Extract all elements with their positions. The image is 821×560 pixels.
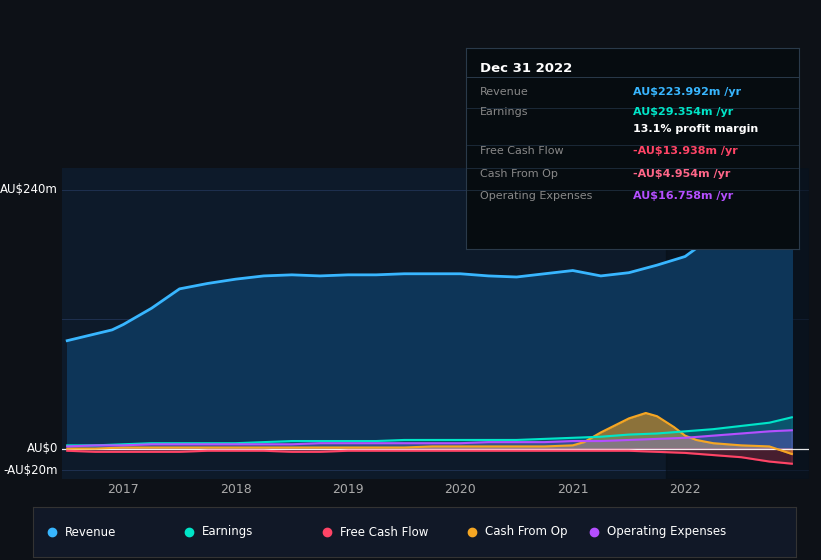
Text: 13.1% profit margin: 13.1% profit margin xyxy=(632,124,758,134)
Text: AU$223.992m /yr: AU$223.992m /yr xyxy=(632,87,741,97)
Text: Earnings: Earnings xyxy=(202,525,254,539)
Text: Revenue: Revenue xyxy=(65,525,117,539)
Text: Cash From Op: Cash From Op xyxy=(479,169,557,179)
Text: Free Cash Flow: Free Cash Flow xyxy=(340,525,429,539)
Text: AU$29.354m /yr: AU$29.354m /yr xyxy=(632,107,733,117)
Text: AU$0: AU$0 xyxy=(26,442,57,455)
Text: 2018: 2018 xyxy=(220,483,251,496)
Text: AU$240m: AU$240m xyxy=(0,183,57,196)
Text: Cash From Op: Cash From Op xyxy=(485,525,567,539)
Text: Operating Expenses: Operating Expenses xyxy=(607,525,727,539)
Text: Dec 31 2022: Dec 31 2022 xyxy=(479,62,572,74)
Text: Free Cash Flow: Free Cash Flow xyxy=(479,146,563,156)
Text: -AU$20m: -AU$20m xyxy=(3,464,57,477)
Text: 2019: 2019 xyxy=(333,483,364,496)
Text: 2017: 2017 xyxy=(108,483,140,496)
Text: Earnings: Earnings xyxy=(479,107,528,117)
Bar xyxy=(666,168,809,479)
Text: AU$16.758m /yr: AU$16.758m /yr xyxy=(632,191,733,201)
Text: 2020: 2020 xyxy=(444,483,476,496)
Text: Revenue: Revenue xyxy=(479,87,529,97)
Text: 2022: 2022 xyxy=(669,483,701,496)
Text: -AU$4.954m /yr: -AU$4.954m /yr xyxy=(632,169,730,179)
Text: 2021: 2021 xyxy=(557,483,589,496)
Text: -AU$13.938m /yr: -AU$13.938m /yr xyxy=(632,146,737,156)
Text: Operating Expenses: Operating Expenses xyxy=(479,191,592,201)
